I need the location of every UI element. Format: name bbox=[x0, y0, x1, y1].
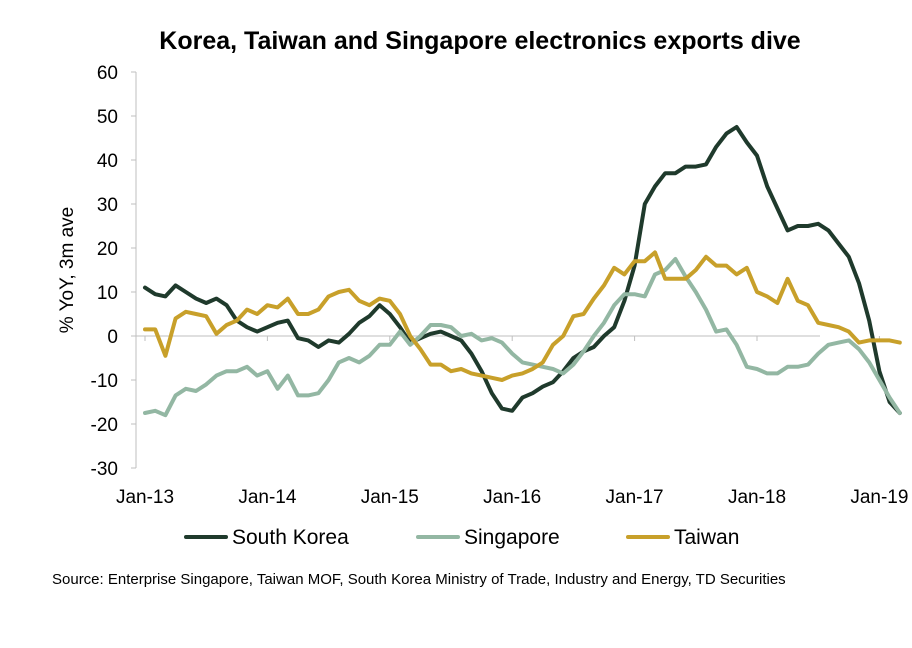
y-tick-label: -10 bbox=[91, 371, 118, 392]
y-tick-label: 50 bbox=[97, 107, 118, 128]
chart-title: Korea, Taiwan and Singapore electronics … bbox=[159, 27, 801, 55]
y-axis-title: % YoY, 3m ave bbox=[57, 207, 78, 333]
y-tick-label: 0 bbox=[107, 327, 118, 348]
x-tick-label: Jan-19 bbox=[850, 487, 908, 508]
series-line-taiwan bbox=[143, 250, 902, 382]
y-tick-label: -30 bbox=[91, 459, 118, 480]
x-tick-label: Jan-14 bbox=[238, 487, 297, 508]
y-tick-label: 20 bbox=[97, 239, 118, 260]
x-axis: Jan-13 Jan-14 Jan-15 Jan-16 Jan-17 Jan-18 Jan-… bbox=[116, 335, 908, 508]
y-axis: -30 -20 -10 0 10 20 30 40 50 60 bbox=[91, 63, 137, 480]
y-tick-label: 10 bbox=[97, 283, 118, 304]
series-line-south-korea bbox=[143, 125, 902, 415]
x-tick-label: Jan-16 bbox=[483, 487, 541, 508]
legend-label-south-korea: South Korea bbox=[232, 526, 349, 549]
legend-label-taiwan: Taiwan bbox=[674, 526, 739, 549]
x-tick-label: Jan-17 bbox=[606, 487, 664, 508]
series-lines bbox=[143, 125, 902, 418]
y-tick-label: 30 bbox=[97, 195, 118, 216]
source-note: Source: Enterprise Singapore, Taiwan MOF… bbox=[52, 571, 786, 588]
x-tick-label: Jan-13 bbox=[116, 487, 174, 508]
legend-label-singapore: Singapore bbox=[464, 526, 560, 549]
series-line-singapore bbox=[143, 257, 902, 418]
x-tick-label: Jan-18 bbox=[728, 487, 786, 508]
y-tick-label: 40 bbox=[97, 151, 118, 172]
y-tick-label: -20 bbox=[91, 415, 118, 436]
y-tick-label: 60 bbox=[97, 63, 118, 84]
x-tick-label: Jan-15 bbox=[361, 487, 419, 508]
legend: South Korea Singapore Taiwan bbox=[184, 526, 739, 549]
